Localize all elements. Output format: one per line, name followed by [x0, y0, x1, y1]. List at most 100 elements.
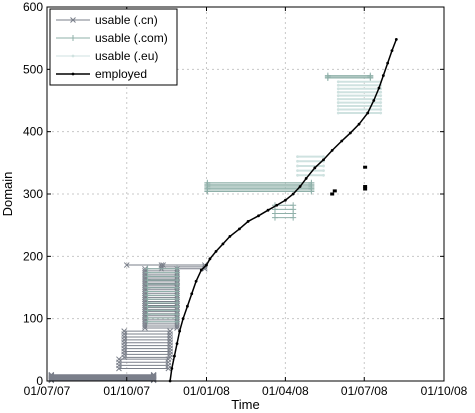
point-marker — [336, 108, 340, 111]
point-marker — [322, 169, 325, 173]
legend: usable (.cn) usable (.com) usable (.eu) emp… — [49, 8, 178, 86]
y-tick-label: 300 — [23, 187, 43, 201]
point-marker — [379, 97, 383, 101]
point-marker — [322, 164, 325, 168]
cn-marker — [48, 371, 55, 378]
point-marker — [336, 94, 340, 98]
employed-isolated-point — [332, 189, 337, 193]
com-marker — [144, 265, 151, 272]
point-marker — [379, 104, 383, 108]
point-marker — [186, 304, 189, 308]
point-marker — [214, 249, 218, 253]
point-marker — [199, 268, 203, 272]
point-marker — [291, 192, 295, 196]
point-marker — [366, 111, 370, 115]
point-marker — [205, 263, 208, 267]
point-marker — [330, 148, 334, 152]
series-usable-com — [144, 72, 374, 325]
point-marker — [379, 94, 383, 98]
com-marker — [204, 179, 211, 186]
point-marker — [266, 208, 270, 212]
point-marker — [296, 173, 299, 177]
cn-marker — [121, 328, 127, 334]
point-marker — [194, 279, 198, 283]
point-marker — [71, 54, 75, 58]
point-marker — [283, 198, 287, 202]
point-marker — [394, 38, 398, 41]
point-marker — [228, 234, 232, 238]
point-marker — [175, 342, 179, 345]
point-marker — [336, 90, 340, 94]
series-employed — [168, 38, 398, 383]
point-marker — [357, 122, 361, 126]
x-tick-label: 01/10/07 — [103, 384, 150, 398]
point-marker — [336, 87, 340, 91]
point-marker — [386, 61, 390, 65]
legend-label: employed — [95, 67, 147, 81]
cn-marker — [201, 262, 208, 268]
x-tick-label: 01/07/07 — [24, 384, 71, 398]
x-axis-label: Time — [231, 397, 259, 412]
point-marker — [296, 169, 299, 173]
y-tick-label: 200 — [23, 249, 43, 263]
point-marker — [322, 155, 325, 159]
point-marker — [379, 90, 383, 94]
com-marker — [324, 72, 331, 79]
point-marker — [348, 131, 352, 135]
com-marker — [174, 265, 181, 272]
y-tick-label: 0 — [36, 374, 43, 388]
employed-isolated-point — [363, 185, 368, 189]
x-tick-label: 01/07/08 — [341, 384, 388, 398]
employed-line — [169, 39, 398, 382]
legend-label: usable (.com) — [95, 31, 168, 45]
series-usable-cn — [48, 262, 208, 384]
point-marker — [372, 99, 376, 102]
point-marker — [275, 203, 279, 207]
point-marker — [336, 83, 340, 87]
point-marker — [173, 354, 176, 358]
cn-marker — [158, 262, 165, 268]
com-marker — [70, 35, 76, 41]
legend-label: usable (.cn) — [95, 13, 158, 27]
com-marker — [290, 202, 297, 209]
point-marker — [322, 158, 325, 162]
cn-marker — [167, 328, 173, 334]
x-tick-label: 01/10/08 — [421, 384, 468, 398]
point-marker — [296, 159, 299, 163]
y-tick-label: 400 — [23, 125, 43, 139]
point-marker — [379, 108, 383, 111]
cn-marker — [116, 356, 122, 363]
series-layer — [48, 38, 398, 384]
series-usable-eu — [296, 80, 383, 177]
y-tick-label: 600 — [23, 0, 43, 14]
point-marker — [336, 80, 340, 84]
point-marker — [381, 74, 385, 77]
point-marker — [336, 101, 340, 104]
point-marker — [296, 164, 299, 168]
employed-isolated-point — [330, 192, 335, 196]
point-marker — [298, 185, 302, 188]
point-marker — [190, 292, 194, 296]
point-marker — [379, 101, 383, 104]
cn-marker — [123, 262, 130, 268]
com-marker — [367, 72, 374, 79]
x-tick-label: 01/01/08 — [183, 384, 230, 398]
point-marker — [379, 111, 383, 115]
point-marker — [257, 214, 260, 218]
point-marker — [304, 177, 308, 180]
cn-marker — [150, 371, 157, 378]
point-marker — [390, 49, 394, 53]
point-marker — [340, 139, 344, 143]
point-marker — [336, 104, 340, 108]
point-marker — [336, 111, 340, 115]
y-tick-label: 100 — [23, 312, 43, 326]
y-tick-label: 500 — [23, 62, 43, 76]
x-tick-label: 01/04/08 — [262, 384, 309, 398]
point-marker — [246, 220, 250, 223]
point-marker — [238, 227, 241, 231]
ticks: 01/07/07 01/10/07 01/01/08 01/04/08 01/07/08… — [23, 0, 468, 398]
point-marker — [178, 329, 182, 333]
cn-marker — [70, 17, 76, 23]
employed-isolated-point — [363, 165, 368, 169]
